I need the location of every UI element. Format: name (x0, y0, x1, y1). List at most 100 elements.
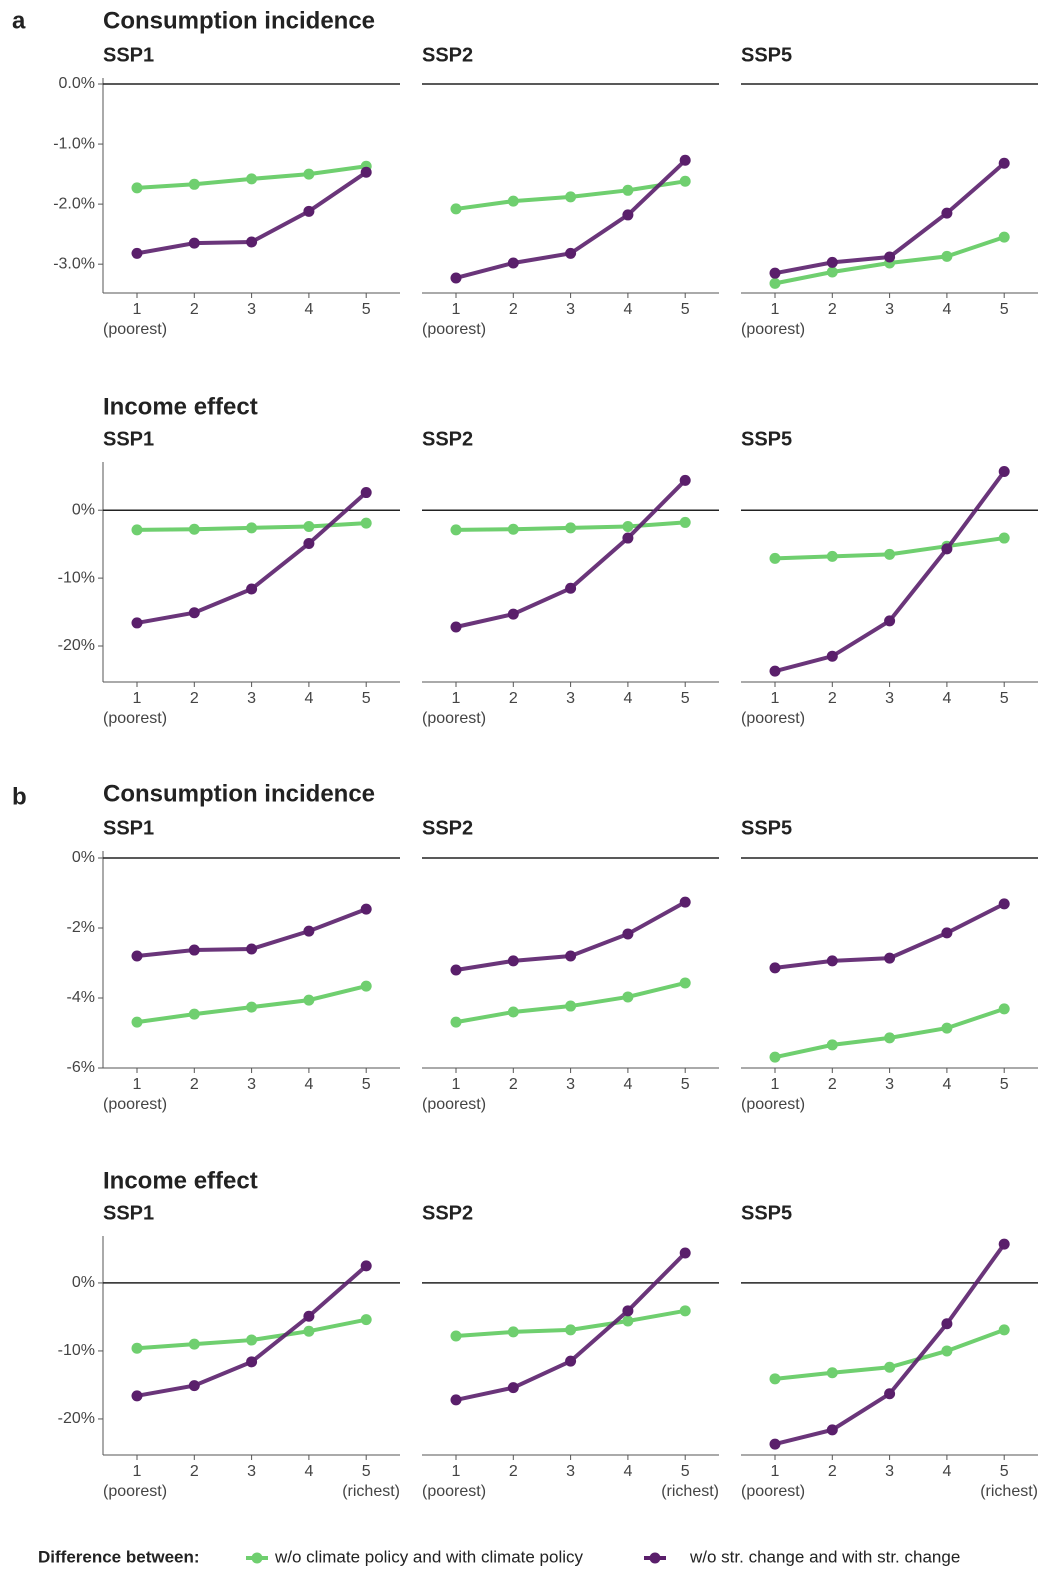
x-tick-label: 4 (304, 301, 313, 318)
point (941, 1318, 953, 1330)
panel-title: SSP1 (103, 1202, 154, 1224)
point (303, 168, 315, 180)
x-tick-label: 4 (623, 690, 632, 707)
x-sublabel: (poorest) (741, 1096, 805, 1113)
x-tick-label: 1 (771, 1463, 780, 1480)
row-title: Consumption incidence (103, 7, 375, 34)
series-line (455, 478, 687, 629)
panel-title: SSP1 (103, 817, 154, 839)
point (679, 154, 691, 166)
point (998, 157, 1010, 169)
point (941, 1345, 953, 1357)
y-tick-label: -3.0% (53, 255, 95, 272)
point (450, 272, 462, 284)
x-sublabel: (richest) (980, 1483, 1038, 1500)
point (679, 1247, 691, 1259)
x-tick-label: 1 (133, 690, 142, 707)
point (826, 955, 838, 967)
point (565, 191, 577, 203)
point (565, 1324, 577, 1336)
point (131, 182, 143, 194)
y-tick-label: 0.0% (59, 75, 95, 92)
point (507, 1326, 519, 1338)
x-tick-label: 4 (942, 301, 951, 318)
point (622, 521, 634, 533)
series-line (774, 470, 1006, 674)
point (769, 1373, 781, 1385)
point (769, 1438, 781, 1450)
point (303, 205, 315, 217)
point (565, 1355, 577, 1367)
x-tick-label: 5 (362, 301, 371, 318)
point (246, 943, 258, 955)
x-tick-label: 2 (190, 1463, 199, 1480)
point (622, 532, 634, 544)
x-tick-label: 2 (190, 301, 199, 318)
point (826, 256, 838, 268)
x-tick-label: 2 (828, 1076, 837, 1093)
x-tick-label: 5 (681, 1463, 690, 1480)
row-title: Income effect (103, 393, 258, 420)
panel-title: SSP5 (741, 817, 792, 839)
point (360, 980, 372, 992)
point (507, 195, 519, 207)
point (622, 209, 634, 221)
point (679, 516, 691, 528)
x-tick-label: 5 (362, 1076, 371, 1093)
point (450, 524, 462, 536)
point (998, 532, 1010, 544)
panel-title: SSP5 (741, 1202, 792, 1224)
point (565, 950, 577, 962)
x-tick-label: 5 (362, 690, 371, 707)
point (826, 1039, 838, 1051)
x-tick-label: 5 (1000, 1076, 1009, 1093)
x-tick-label: 1 (771, 301, 780, 318)
point (360, 903, 372, 915)
x-tick-label: 1 (452, 690, 461, 707)
point (450, 203, 462, 215)
y-tick-label: -2.0% (53, 195, 95, 212)
y-tick-label: -4% (67, 989, 95, 1006)
x-sublabel: (richest) (661, 1483, 719, 1500)
y-tick-label: 0% (72, 1274, 95, 1291)
point (679, 896, 691, 908)
panel-title: SSP2 (422, 428, 473, 450)
point (450, 1394, 462, 1406)
y-tick-label: -2% (67, 919, 95, 936)
x-tick-label: 1 (133, 1463, 142, 1480)
x-tick-label: 5 (681, 690, 690, 707)
x-tick-label: 5 (362, 1463, 371, 1480)
x-sublabel: (richest) (342, 1483, 400, 1500)
point (826, 650, 838, 662)
point (507, 1006, 519, 1018)
x-tick-label: 4 (623, 1076, 632, 1093)
point (884, 1388, 896, 1400)
point (131, 1016, 143, 1028)
point (679, 474, 691, 486)
x-tick-label: 1 (452, 1076, 461, 1093)
x-sublabel: (poorest) (422, 321, 486, 338)
point (450, 1330, 462, 1342)
y-tick-label: -10% (58, 569, 95, 586)
x-tick-label: 2 (828, 690, 837, 707)
point (188, 1008, 200, 1020)
point (679, 1305, 691, 1317)
point (303, 1310, 315, 1322)
point (769, 665, 781, 677)
point (131, 524, 143, 536)
point (188, 178, 200, 190)
point (884, 548, 896, 560)
point (507, 955, 519, 967)
x-tick-label: 5 (1000, 301, 1009, 318)
point (303, 1325, 315, 1337)
point (188, 1338, 200, 1350)
point (188, 944, 200, 956)
x-tick-label: 3 (247, 1076, 256, 1093)
point (131, 1342, 143, 1354)
point (450, 621, 462, 633)
point (131, 247, 143, 259)
point (507, 608, 519, 620)
point (507, 257, 519, 269)
x-sublabel: (poorest) (103, 321, 167, 338)
